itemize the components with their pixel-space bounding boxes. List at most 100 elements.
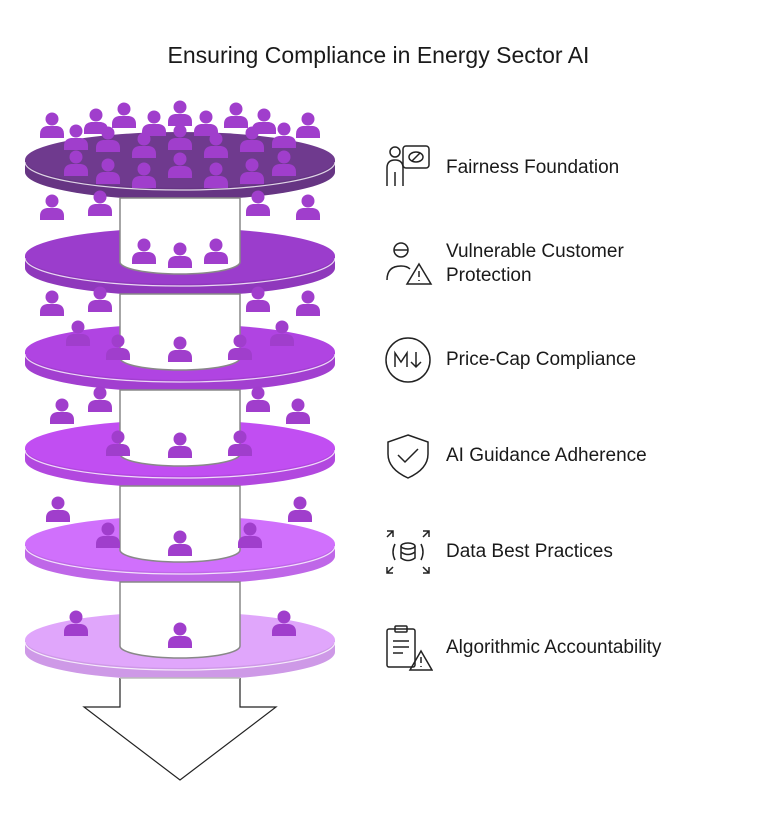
person-body xyxy=(132,146,156,158)
person-icon xyxy=(132,238,156,264)
layer-disc-4 xyxy=(24,386,336,488)
column-segment xyxy=(119,581,241,659)
person-head xyxy=(101,126,115,140)
person-head xyxy=(69,124,83,138)
person-icon xyxy=(66,320,90,346)
person-body xyxy=(204,146,228,158)
person-body xyxy=(194,124,218,136)
person-head xyxy=(101,158,115,172)
person-icon xyxy=(132,162,156,188)
person-body xyxy=(246,300,270,312)
person-icon xyxy=(194,110,218,136)
person-head xyxy=(173,242,187,256)
person-body xyxy=(238,536,262,548)
person-body xyxy=(224,116,248,128)
person-body xyxy=(96,140,120,152)
person-head xyxy=(291,398,305,412)
person-icon xyxy=(168,530,192,556)
person-head xyxy=(277,150,291,164)
disc-edge xyxy=(24,353,336,383)
person-body xyxy=(40,126,64,138)
down-arrow xyxy=(82,678,278,781)
person-body xyxy=(168,166,192,178)
person-head xyxy=(199,110,213,124)
layer-label-fairness: Fairness Foundation xyxy=(446,157,620,178)
presenter-chart-icon xyxy=(386,145,430,186)
person-icon xyxy=(40,194,64,220)
disc-edge xyxy=(24,545,336,575)
person-icon xyxy=(168,242,192,268)
person-head xyxy=(93,386,107,400)
person-head xyxy=(55,398,69,412)
layer-label-algorithmic: Algorithmic Accountability xyxy=(446,637,662,658)
person-head xyxy=(233,430,247,444)
person-icon xyxy=(246,286,270,312)
person-icon xyxy=(168,336,192,362)
person-head xyxy=(111,334,125,348)
price-cap-icon xyxy=(385,337,431,383)
person-icon xyxy=(296,194,320,220)
person-icon xyxy=(296,290,320,316)
person-body xyxy=(272,164,296,176)
person-body xyxy=(270,334,294,346)
person-head xyxy=(137,132,151,146)
person-body xyxy=(204,176,228,188)
person-body xyxy=(112,116,136,128)
person-head xyxy=(117,102,131,116)
person-body xyxy=(296,126,320,138)
disc-edge xyxy=(24,641,336,671)
person-icon xyxy=(272,122,296,148)
person-head xyxy=(173,530,187,544)
person-body xyxy=(96,536,120,548)
person-icon xyxy=(142,110,166,136)
person-icon xyxy=(112,102,136,128)
person-icon xyxy=(64,124,88,150)
person-head xyxy=(251,190,265,204)
person-warning-icon xyxy=(386,242,433,285)
person-body xyxy=(66,334,90,346)
person-head xyxy=(301,290,315,304)
person-head xyxy=(45,290,59,304)
person-icon xyxy=(168,622,192,648)
person-icon xyxy=(246,190,270,216)
person-head xyxy=(45,194,59,208)
layer-label-ai-guidance: AI Guidance Adherence xyxy=(446,445,647,466)
layer-label-vulnerable: Vulnerable Customer Protection xyxy=(446,241,624,286)
person-head xyxy=(257,108,271,122)
person-head xyxy=(93,286,107,300)
person-icon xyxy=(238,522,262,548)
column-segment xyxy=(119,293,241,371)
person-icon xyxy=(50,398,74,424)
person-body xyxy=(296,208,320,220)
person-body xyxy=(204,252,228,264)
person-head xyxy=(243,522,257,536)
person-head xyxy=(173,622,187,636)
person-body xyxy=(40,208,64,220)
person-head xyxy=(277,122,291,136)
person-icon xyxy=(228,334,252,360)
person-head xyxy=(275,320,289,334)
clipboard-warning-icon xyxy=(386,625,433,671)
person-body xyxy=(88,204,112,216)
person-icon xyxy=(272,610,296,636)
person-head xyxy=(209,238,223,252)
person-icon xyxy=(96,158,120,184)
person-body xyxy=(272,136,296,148)
person-head xyxy=(51,496,65,510)
person-body xyxy=(168,138,192,150)
person-body xyxy=(132,252,156,264)
person-icon xyxy=(88,286,112,312)
diagram-title: Ensuring Compliance in Energy Sector AI xyxy=(167,42,590,68)
person-head xyxy=(233,334,247,348)
person-head xyxy=(301,112,315,126)
person-body xyxy=(88,300,112,312)
person-icon xyxy=(88,190,112,216)
person-body xyxy=(228,348,252,360)
person-icon xyxy=(106,430,130,456)
database-expand-icon xyxy=(386,530,430,574)
person-body xyxy=(168,350,192,362)
person-head xyxy=(293,496,307,510)
person-icon xyxy=(288,496,312,522)
person-head xyxy=(147,110,161,124)
person-head xyxy=(111,430,125,444)
